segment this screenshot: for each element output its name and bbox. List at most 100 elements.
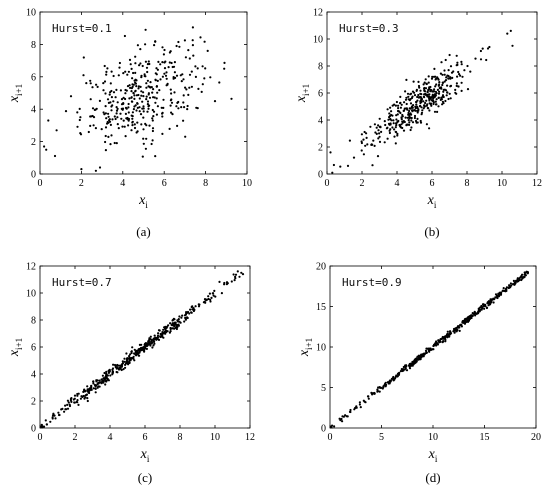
chart-svg: 0 2 4 6 8 10 12 0 2 4 6 8 10 12 Hurst=0.3 xi xi+1 (b) [294, 8, 542, 240]
data-point [434, 75, 437, 78]
data-point [526, 272, 529, 275]
data-point [460, 63, 463, 66]
data-point [111, 371, 114, 374]
data-point [102, 89, 105, 92]
data-point [447, 77, 450, 80]
data-point [170, 61, 173, 65]
data-point [153, 342, 156, 345]
data-point [520, 275, 523, 278]
data-point [411, 121, 415, 124]
data-point [207, 297, 210, 301]
data-point [175, 105, 178, 108]
data-point [233, 279, 236, 282]
data-point [134, 62, 137, 65]
data-point [344, 414, 347, 417]
data-point [177, 107, 180, 110]
data-point [437, 92, 441, 95]
data-point [142, 91, 145, 94]
y-axis-label: xi+1 [294, 84, 311, 103]
data-point [147, 60, 150, 63]
data-point [400, 368, 403, 371]
data-point [424, 87, 428, 90]
data-point [151, 129, 154, 133]
data-point [415, 121, 418, 124]
data-point [191, 44, 194, 47]
data-point [141, 64, 144, 68]
data-point [448, 53, 451, 57]
data-point [384, 123, 387, 127]
data-point [204, 67, 207, 70]
data-point [455, 92, 458, 95]
data-point [106, 98, 110, 101]
data-point [438, 87, 441, 90]
data-point [94, 391, 97, 394]
data-point [148, 96, 152, 99]
data-point [163, 67, 167, 70]
data-point [447, 74, 450, 78]
data-point [441, 83, 444, 87]
data-point [163, 72, 166, 75]
data-point [153, 340, 156, 343]
data-point [523, 275, 526, 278]
data-point [498, 291, 501, 294]
plot-frame [39, 11, 248, 175]
data-point [148, 62, 151, 66]
data-point [144, 60, 147, 63]
data-point [125, 359, 129, 362]
data-point [435, 342, 439, 345]
data-point [142, 110, 145, 113]
data-point [460, 89, 463, 92]
data-point [117, 127, 120, 130]
data-point [70, 397, 73, 400]
data-point [443, 73, 446, 76]
data-point [145, 343, 148, 346]
data-point [448, 333, 452, 336]
data-point [175, 323, 179, 327]
data-point [213, 100, 217, 103]
data-point [103, 64, 106, 68]
data-point [131, 115, 134, 118]
y-tick-label: 4 [318, 116, 323, 127]
data-point [107, 135, 110, 138]
data-point [120, 368, 123, 372]
data-point [176, 101, 179, 104]
data-point [137, 93, 140, 97]
data-point [471, 312, 474, 315]
data-point [196, 107, 199, 110]
data-point [105, 374, 108, 377]
data-point [404, 116, 407, 119]
data-point [447, 69, 450, 72]
data-point [51, 417, 54, 420]
data-point [168, 61, 171, 64]
data-point [105, 73, 108, 76]
data-point [121, 360, 124, 363]
y-axis-label: xi+1 [7, 84, 24, 103]
data-point [189, 308, 192, 311]
data-point [421, 109, 424, 112]
data-point [449, 77, 452, 80]
data-point [329, 426, 333, 429]
data-point [458, 73, 461, 76]
data-point [390, 110, 393, 113]
data-point [132, 71, 135, 75]
x-tick-label: 2 [360, 178, 365, 189]
data-point [156, 79, 159, 82]
data-point [176, 124, 179, 127]
data-point [463, 69, 466, 72]
data-point [402, 369, 405, 372]
data-point [513, 281, 517, 284]
data-point [398, 124, 402, 127]
data-point [186, 316, 189, 320]
data-point [136, 130, 139, 133]
x-tick-label: 10 [210, 432, 220, 443]
data-point [427, 75, 430, 78]
data-point [204, 298, 207, 301]
data-point [509, 282, 512, 285]
data-point [400, 116, 403, 119]
data-point [115, 142, 118, 145]
data-point [79, 133, 83, 136]
plot-frame [326, 11, 538, 175]
data-point [98, 99, 101, 102]
data-point [76, 394, 79, 397]
data-point [131, 85, 134, 88]
